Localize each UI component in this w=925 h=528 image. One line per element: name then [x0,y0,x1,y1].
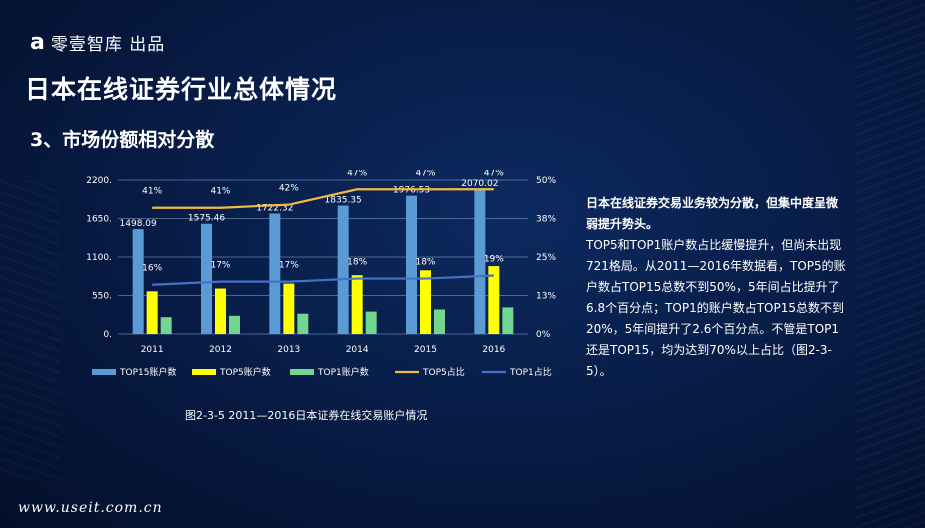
y-tick-label: 550. [92,292,112,302]
top1-ratio-line-label: 17% [279,261,299,271]
description-body: TOP5和TOP1账户数占比缓慢提升，但尚未出现721格局。从2011—2016… [586,238,846,378]
top1-bar [434,309,445,334]
top1-ratio-line-label: 17% [210,261,230,271]
top1-bar [229,315,240,334]
top5-ratio-line-label: 41% [142,187,162,197]
y2-tick-label: 0% [536,330,551,340]
top15-bar [337,205,349,334]
top1-bar [297,313,309,334]
top5-bar [488,266,500,334]
top15-bar [132,229,144,334]
y2-tick-label: 50% [536,176,556,186]
page-title: 日本在线证券行业总体情况 [25,75,338,104]
x-tick-label: 2011 [141,345,164,355]
top1-ratio-line-label: 18% [347,258,367,268]
legend-swatch [92,369,116,375]
x-tick-label: 2012 [209,345,232,355]
x-tick-label: 2013 [277,345,300,355]
legend-swatch [192,369,216,375]
x-tick-label: 2014 [346,345,369,355]
description-panel: 日本在线证券交易业务较为分散，但集中度呈微弱提升势头。 TOP5和TOP1账户数… [586,193,846,382]
top15-bar [269,213,281,334]
y2-tick-label: 25% [536,253,556,263]
top15-bar [201,223,212,334]
brand-logo-icon: a [30,29,45,55]
y-tick-label: 1100. [86,253,112,263]
top15-value-label: 2070.02 [461,179,498,189]
legend-label: TOP5占比 [422,366,465,378]
top5-ratio-line-label: 47% [484,170,504,178]
top1-ratio-line [152,274,494,286]
top5-bar [351,275,363,334]
top15-value-label: 1835.35 [325,196,362,206]
top15-value-label: 1722.32 [256,203,293,213]
top5-bar [283,283,295,334]
legend-label: TOP1占比 [509,366,552,378]
top5-bar [420,270,431,334]
legend-label: TOP15账户数 [119,366,176,378]
top1-bar [160,317,172,334]
background-texture-right [855,0,925,528]
top1-ratio-line-label: 16% [142,264,162,274]
top1-ratio-line-label: 19% [484,254,504,264]
section-subtitle: 3、市场份额相对分散 [30,129,215,151]
legend-label: TOP1账户数 [317,366,369,378]
description-heading: 日本在线证券交易业务较为分散，但集中度呈微弱提升势头。 [586,196,839,231]
chart-caption: 图2-3-5 2011—2016日本证券在线交易账户情况 [185,409,428,422]
top5-ratio-line-label: 47% [415,170,435,178]
top5-ratio-line-label: 41% [210,187,230,197]
y2-tick-label: 38% [536,215,556,225]
top1-ratio-line-label: 18% [415,258,435,268]
top5-ratio-line-label: 42% [279,184,299,194]
top5-bar [146,291,158,334]
x-tick-label: 2016 [482,345,505,355]
brand: a 零壹智库 出品 [30,30,165,55]
legend-swatch [290,369,314,375]
top5-ratio-line [152,188,494,209]
top15-bar [474,189,486,334]
y-tick-label: 2200. [86,176,112,186]
top1-bar [365,311,377,334]
legend-label: TOP5账户数 [219,366,271,378]
x-tick-label: 2015 [414,345,437,355]
watermark: www.useit.com.cn [18,500,163,516]
y-tick-label: 0. [103,330,112,340]
top5-bar [215,288,226,334]
background-texture-left [0,180,60,480]
top15-value-label: 1498.09 [120,219,157,229]
account-chart: 2200. 1650. 1100. 550. 0. 50% 38% 25% 13% 0% 2011 2… [86,170,556,378]
y-tick-label: 1650. [86,215,112,225]
top15-bar [406,195,417,334]
y2-tick-label: 13% [536,292,556,302]
brand-name: 零壹智库 出品 [50,35,166,55]
top1-bar [502,307,514,334]
top5-ratio-line-label: 47% [347,170,367,178]
top15-value-label: 1976.53 [393,186,430,196]
top15-value-label: 1575.46 [188,214,225,224]
